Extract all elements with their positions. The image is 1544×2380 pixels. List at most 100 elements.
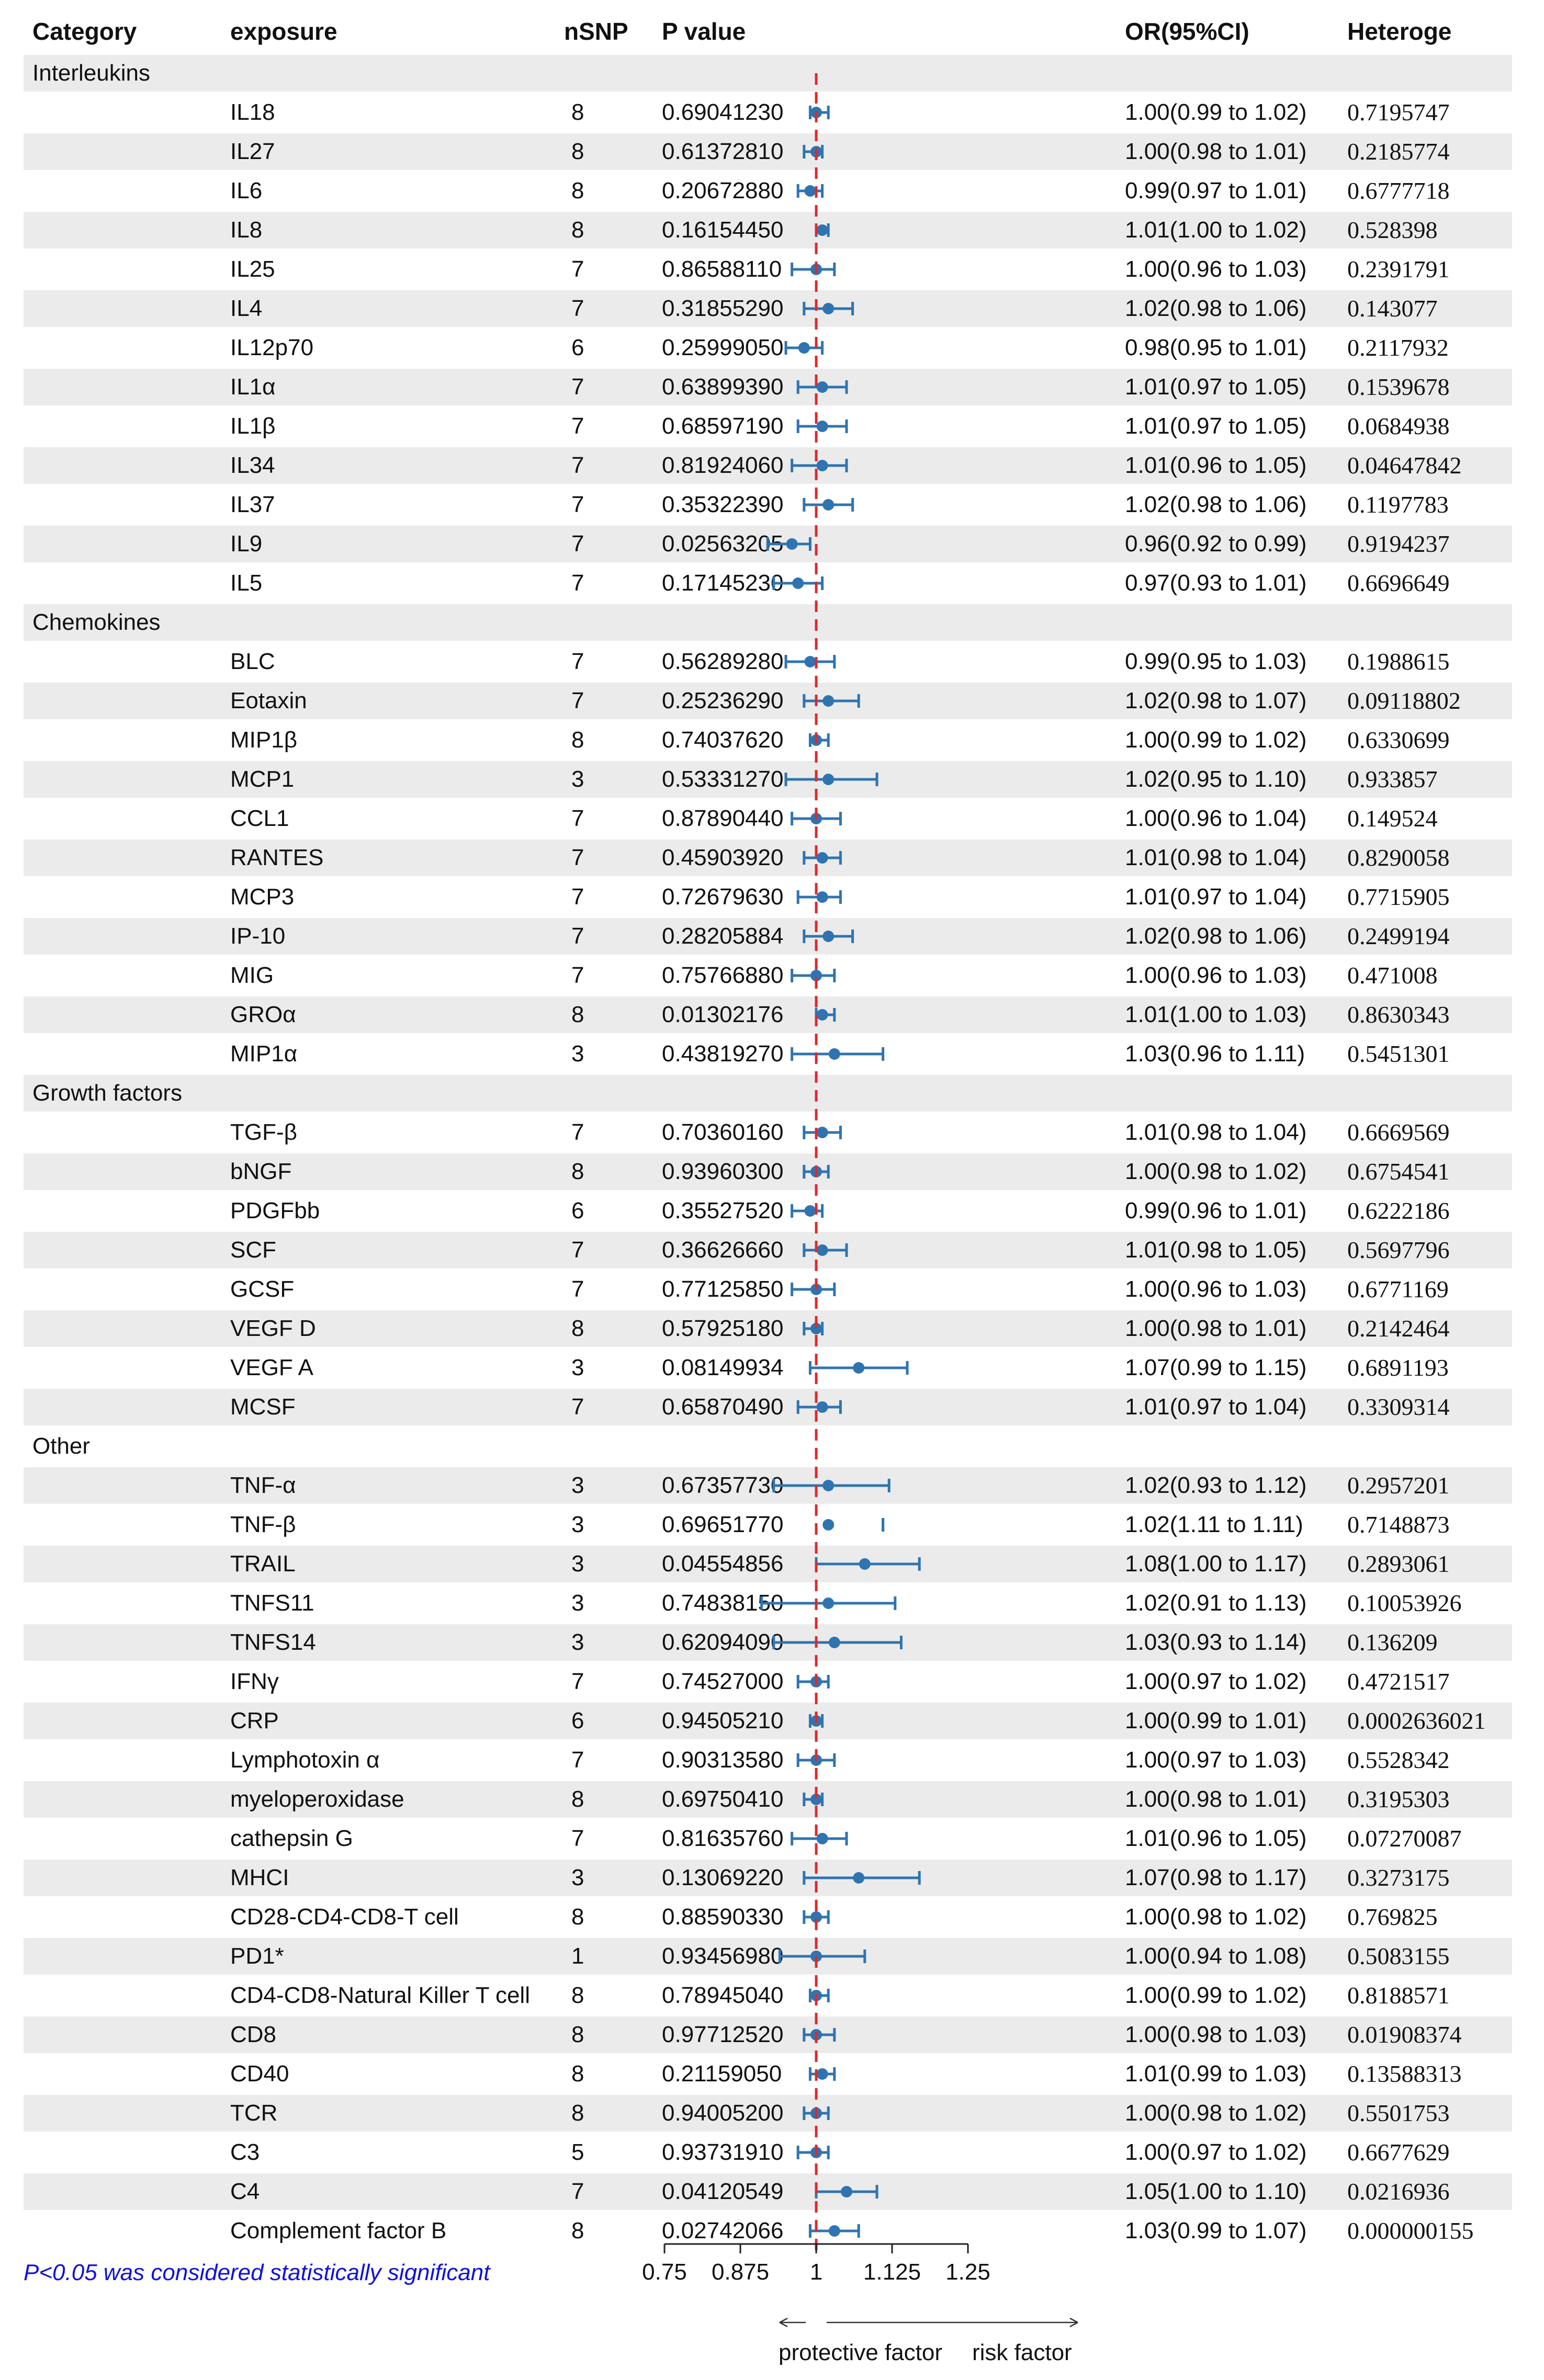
heterogeneity-cell: 0.933857 [1347, 766, 1438, 792]
or-ci-cell: 1.00(0.97 to 1.03) [1125, 1747, 1307, 1773]
heterogeneity-cell: 0.9194237 [1347, 530, 1450, 557]
table-row: myeloperoxidase 8 0.69750410 1.00(0.98 to 1… [24, 1781, 1512, 1818]
table-row: IL4 7 0.31855290 1.02(0.98 to 1.06) 0.143077 [24, 290, 1512, 327]
table-row: cathepsin G 7 0.81635760 1.01(0.96 to 1.05)… [24, 1820, 1512, 1857]
p-value-cell: 0.28205884 [662, 923, 784, 949]
or-ci-cell: 1.00(0.99 to 1.02) [1125, 727, 1307, 753]
table-row: MIP1α 3 0.43819270 1.03(0.96 to 1.11) 0.5451… [24, 1036, 1512, 1072]
p-value-cell: 0.31855290 [662, 296, 784, 321]
p-value-cell: 0.13069220 [662, 1865, 784, 1890]
or-ci-cell: 1.07(0.98 to 1.17) [1125, 1865, 1307, 1890]
or-ci-cell: 1.00(0.98 to 1.03) [1125, 2022, 1307, 2047]
nsnp-cell: 3 [571, 1629, 584, 1655]
protective-arrow-head-top [779, 2317, 788, 2324]
heterogeneity-cell: 0.4721517 [1347, 1668, 1450, 1695]
or-ci-cell: 1.03(0.93 to 1.14) [1125, 1629, 1307, 1655]
or-ci-cell: 1.00(0.98 to 1.02) [1125, 1159, 1307, 1184]
heterogeneity-cell: 0.6754541 [1347, 1158, 1450, 1185]
or-ci-cell: 1.03(0.99 to 1.07) [1125, 2218, 1307, 2243]
nsnp-cell: 7 [571, 1669, 584, 1694]
nsnp-cell: 7 [571, 296, 584, 321]
x-tick-label: 1.125 [863, 2259, 921, 2285]
or-ci-cell: 1.00(0.99 to 1.02) [1125, 99, 1307, 125]
table-row: TNFS14 3 0.62094090 1.03(0.93 to 1.14) 0.136… [24, 1624, 1512, 1661]
exposure-cell: MIP1α [230, 1041, 298, 1067]
table-row: IL34 7 0.81924060 1.01(0.96 to 1.05) 0.04647… [24, 447, 1512, 484]
heterogeneity-cell: 0.0002636021 [1347, 1707, 1486, 1734]
heterogeneity-cell: 0.2957201 [1347, 1472, 1450, 1499]
nsnp-cell: 7 [571, 884, 584, 910]
significance-footnote: P<0.05 was considered statistically sign… [24, 2260, 490, 2285]
table-row: Complement factor B 8 0.02742066 1.03(0.99 … [24, 2213, 1512, 2249]
or-ci-cell: 1.00(0.96 to 1.03) [1125, 962, 1307, 988]
exposure-cell: IL8 [230, 217, 263, 243]
nsnp-cell: 1 [571, 1943, 584, 1969]
exposure-cell: myeloperoxidase [230, 1786, 404, 1812]
heterogeneity-cell: 0.2142464 [1347, 1315, 1450, 1342]
table-row: IL12p70 6 0.25999050 0.98(0.95 to 1.01) 0.21… [24, 330, 1512, 366]
or-ci-cell: 1.02(0.98 to 1.06) [1125, 296, 1307, 321]
table-row: IL5 7 0.17145230 0.97(0.93 to 1.01) 0.669664… [24, 565, 1512, 602]
or-ci-cell: 1.05(1.00 to 1.10) [1125, 2179, 1307, 2204]
table-row: TRAIL 3 0.04554856 1.08(1.00 to 1.17) 0.2893… [24, 1546, 1512, 1582]
p-value-cell: 0.69041230 [662, 99, 784, 125]
risk-arrow-head-bottom [1069, 2321, 1078, 2328]
p-value-cell: 0.69651770 [662, 1512, 784, 1537]
p-value-cell: 0.43819270 [662, 1041, 784, 1067]
exposure-cell: Lymphotoxin α [230, 1747, 380, 1773]
p-value-cell: 0.02563205 [662, 531, 784, 557]
or-ci-cell: 1.00(0.97 to 1.02) [1125, 1669, 1307, 1694]
heterogeneity-cell: 0.3309314 [1347, 1393, 1450, 1420]
or-ci-cell: 1.01(0.99 to 1.03) [1125, 2061, 1307, 2087]
or-ci-cell: 1.01(0.98 to 1.04) [1125, 1119, 1307, 1145]
category-label: Growth factors [32, 1080, 183, 1106]
nsnp-cell: 8 [571, 1982, 584, 2008]
nsnp-cell: 6 [571, 1198, 584, 1223]
table-row: VEGF D 8 0.57925180 1.00(0.98 to 1.01) 0.214… [24, 1310, 1512, 1347]
or-ci-cell: 1.02(0.91 to 1.13) [1125, 1590, 1307, 1616]
axis-label-protective: protective factor [779, 2340, 943, 2365]
nsnp-cell: 7 [571, 1747, 584, 1773]
p-value-cell: 0.88590330 [662, 1904, 784, 1930]
p-value-cell: 0.16154450 [662, 217, 784, 243]
table-row: IL37 7 0.35322390 1.02(0.98 to 1.06) 0.11977… [24, 486, 1512, 523]
table-row: MCP1 3 0.53331270 1.02(0.95 to 1.10) 0.93385… [24, 761, 1512, 798]
exposure-cell: Complement factor B [230, 2218, 447, 2243]
or-ci-cell: 1.00(0.97 to 1.02) [1125, 2139, 1307, 2165]
table-row: TNFS11 3 0.74838150 1.02(0.91 to 1.13) 0.100… [24, 1585, 1512, 1622]
or-ci-cell: 1.01(0.97 to 1.04) [1125, 1394, 1307, 1420]
or-ci-cell: 1.03(0.96 to 1.11) [1125, 1041, 1305, 1067]
heterogeneity-cell: 0.143077 [1347, 295, 1438, 322]
or-ci-cell: 1.02(0.95 to 1.10) [1125, 766, 1307, 792]
p-value-cell: 0.67357730 [662, 1472, 784, 1498]
or-ci-cell: 1.00(0.99 to 1.01) [1125, 1708, 1307, 1733]
nsnp-cell: 7 [571, 1237, 584, 1263]
or-ci-cell: 1.02(0.98 to 1.07) [1125, 688, 1307, 713]
header-heterogeneity: Heteroge [1347, 18, 1452, 45]
nsnp-cell: 8 [571, 2100, 584, 2126]
or-ci-cell: 1.02(0.93 to 1.12) [1125, 1472, 1307, 1498]
table-row: CD8 8 0.97712520 1.00(0.98 to 1.03) 0.019083… [24, 2016, 1512, 2053]
heterogeneity-cell: 0.13588313 [1347, 2060, 1462, 2087]
table-row: MHCI 3 0.13069220 1.07(0.98 to 1.17) 0.32731… [24, 1860, 1512, 1896]
table-row: Lymphotoxin α 7 0.90313580 1.00(0.97 to 1.0… [24, 1742, 1512, 1778]
header-or-ci: OR(95%CI) [1125, 18, 1249, 45]
header-exposure: exposure [230, 18, 337, 45]
category-row: Growth factors [24, 1075, 1512, 1112]
p-value-cell: 0.25236290 [662, 688, 784, 713]
table-row: C4 7 0.04120549 1.05(1.00 to 1.10) 0.0216936 [24, 2173, 1512, 2210]
nsnp-cell: 7 [571, 1119, 584, 1145]
nsnp-cell: 7 [571, 923, 584, 949]
table-row: BLC 7 0.56289280 0.99(0.95 to 1.03) 0.198861… [24, 643, 1512, 680]
exposure-cell: IL27 [230, 139, 275, 164]
heterogeneity-cell: 0.10053926 [1347, 1590, 1462, 1616]
p-value-cell: 0.81924060 [662, 452, 784, 478]
exposure-cell: bNGF [230, 1159, 292, 1184]
category-label: Chemokines [32, 609, 161, 635]
x-tick-label: 1.25 [945, 2259, 990, 2285]
heterogeneity-cell: 0.2185774 [1347, 138, 1450, 165]
nsnp-cell: 3 [571, 1355, 584, 1380]
heterogeneity-cell: 0.1197783 [1347, 491, 1449, 518]
nsnp-cell: 7 [571, 570, 584, 596]
x-tick-label: 1 [810, 2259, 822, 2285]
